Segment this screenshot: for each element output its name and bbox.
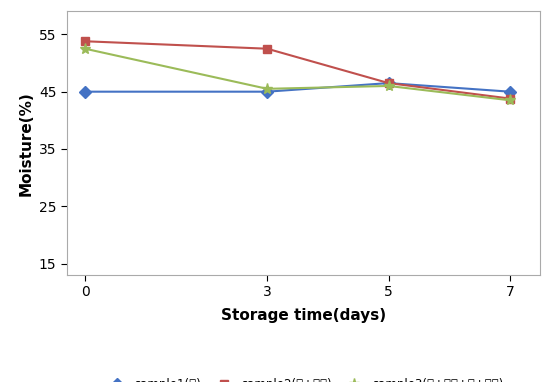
sample1(감) (385, 81, 392, 86)
Y-axis label: Moisture(%): Moisture(%) (18, 91, 33, 196)
X-axis label: Storage time(days): Storage time(days) (221, 308, 386, 323)
sample2(감+키위) (507, 96, 514, 101)
sample1(감) (82, 89, 89, 94)
sample3(감+키위+배+산약) (264, 87, 271, 91)
Line: sample3(감+키위+배+산약): sample3(감+키위+배+산약) (80, 43, 515, 106)
sample3(감+키위+배+산약) (385, 84, 392, 88)
Line: sample2(감+키위): sample2(감+키위) (81, 37, 514, 103)
sample3(감+키위+배+산약) (82, 47, 89, 51)
sample2(감+키위) (264, 47, 271, 51)
sample3(감+키위+배+산약) (507, 98, 514, 103)
Line: sample1(감): sample1(감) (81, 79, 514, 96)
sample1(감) (264, 89, 271, 94)
Legend: sample1(감), sample2(감+키위), sample3(감+키위+배+산약): sample1(감), sample2(감+키위), sample3(감+키위+… (99, 373, 508, 382)
sample2(감+키위) (385, 81, 392, 86)
sample1(감) (507, 89, 514, 94)
sample2(감+키위) (82, 39, 89, 44)
